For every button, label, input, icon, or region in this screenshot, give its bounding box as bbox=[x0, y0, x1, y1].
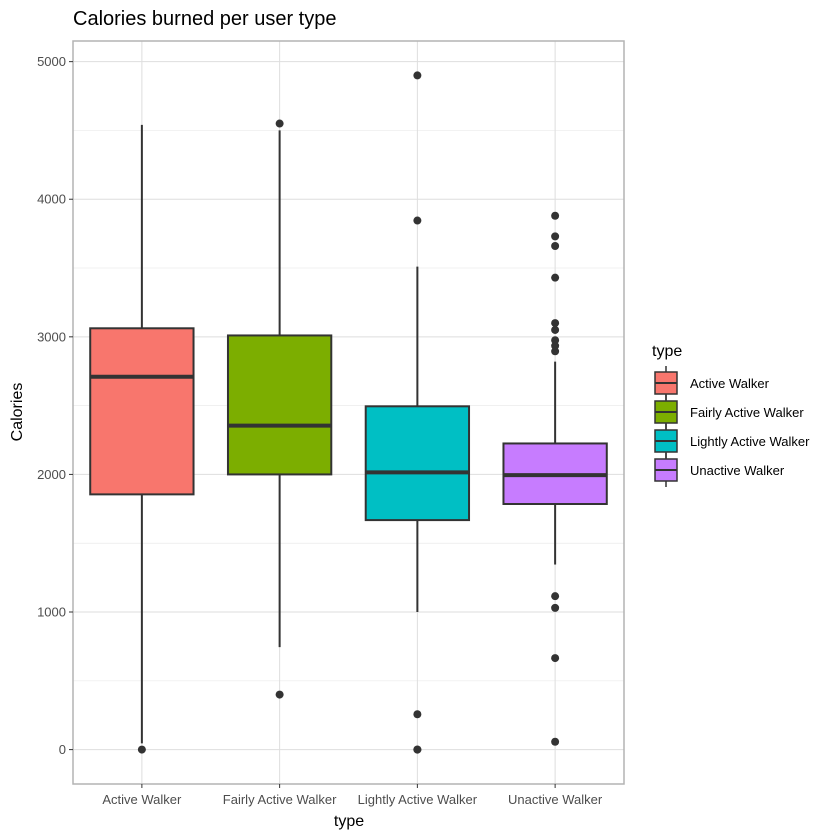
y-tick-label: 2000 bbox=[37, 467, 66, 482]
outlier-point bbox=[275, 690, 284, 699]
outlier-point bbox=[551, 592, 560, 601]
outlier-point bbox=[551, 737, 560, 746]
outlier-point bbox=[275, 119, 284, 128]
outlier-point bbox=[413, 745, 422, 754]
outlier-point bbox=[551, 211, 560, 220]
box-group bbox=[502, 211, 608, 746]
x-tick-label: Lightly Active Walker bbox=[358, 792, 478, 807]
legend-label: Active Walker bbox=[690, 376, 770, 391]
x-axis-title: type bbox=[334, 813, 364, 830]
box-group bbox=[226, 119, 333, 699]
plot-panel-border bbox=[72, 40, 625, 785]
outlier-point bbox=[551, 319, 560, 328]
chart-title: Calories burned per user type bbox=[73, 8, 336, 30]
y-tick-label: 0 bbox=[59, 742, 66, 757]
outlier-point bbox=[551, 242, 560, 251]
x-tick-label: Unactive Walker bbox=[508, 792, 603, 807]
legend: type Active Walker Fairly Active Walker Li… bbox=[652, 343, 810, 487]
legend-label: Lightly Active Walker bbox=[690, 434, 810, 449]
legend-label: Fairly Active Walker bbox=[690, 405, 804, 420]
outlier-point bbox=[137, 745, 146, 754]
box bbox=[364, 405, 471, 522]
outlier-point bbox=[413, 216, 422, 225]
outlier-point bbox=[413, 71, 422, 80]
y-tick-label: 5000 bbox=[37, 54, 66, 69]
box-plots bbox=[89, 71, 608, 754]
y-tick-label: 4000 bbox=[37, 192, 66, 207]
y-tick-label: 3000 bbox=[37, 329, 66, 344]
x-tick-label: Active Walker bbox=[102, 792, 182, 807]
outlier-point bbox=[551, 273, 560, 282]
outlier-point bbox=[551, 603, 560, 612]
x-tick-label: Fairly Active Walker bbox=[223, 792, 337, 807]
box bbox=[226, 334, 333, 476]
y-axis-title: Calories bbox=[9, 383, 26, 442]
outlier-point bbox=[551, 347, 560, 356]
y-axis-ticks: 0 1000 2000 3000 4000 5000 bbox=[37, 54, 73, 757]
outlier-point bbox=[551, 232, 560, 241]
x-axis-ticks: Active Walker Fairly Active Walker Lightly… bbox=[102, 784, 603, 807]
outlier-point bbox=[551, 336, 560, 345]
legend-label: Unactive Walker bbox=[690, 463, 785, 478]
box bbox=[89, 327, 195, 496]
legend-title: type bbox=[652, 343, 682, 360]
outlier-point bbox=[413, 710, 422, 719]
outlier-point bbox=[551, 325, 560, 334]
outlier-point bbox=[551, 341, 560, 350]
outlier-point bbox=[551, 654, 560, 663]
box-group bbox=[89, 124, 195, 754]
y-tick-label: 1000 bbox=[37, 605, 66, 620]
box-group bbox=[364, 71, 471, 754]
